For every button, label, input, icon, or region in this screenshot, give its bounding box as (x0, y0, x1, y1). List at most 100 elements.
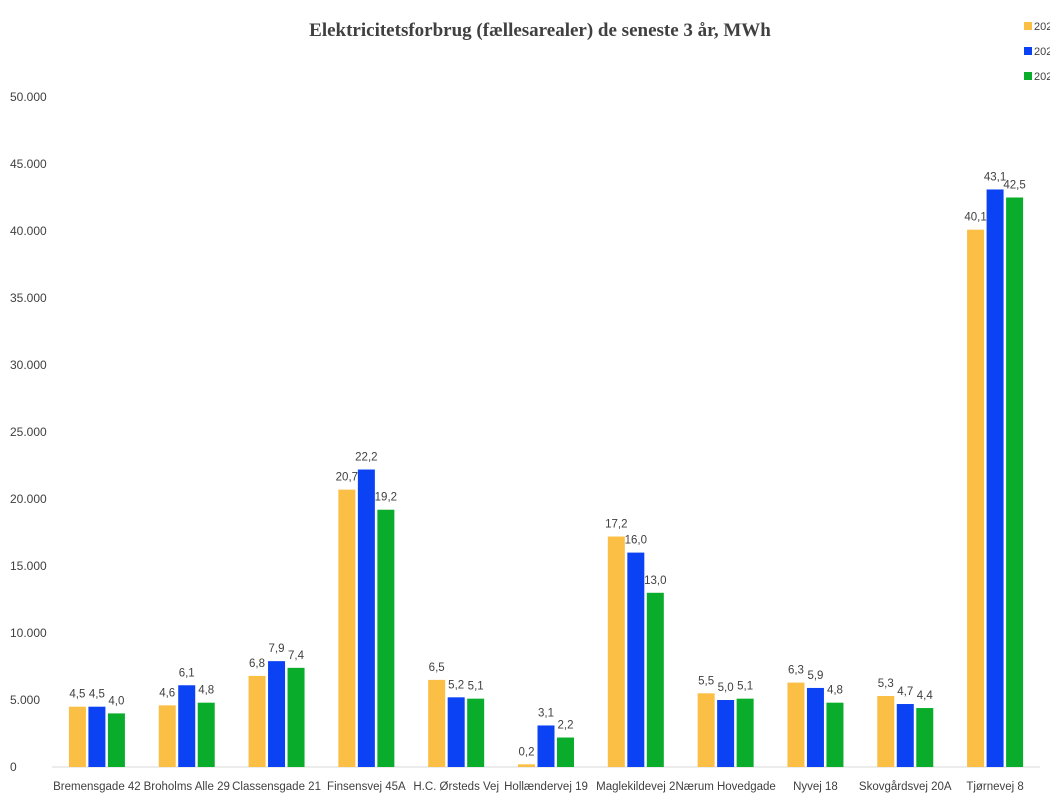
y-tick-label: 45.000 (10, 157, 47, 171)
bar (806, 687, 824, 767)
data-label: 17,2 (605, 519, 627, 531)
x-tick-label: H.C. Ørsteds Vej (413, 781, 499, 793)
data-label: 22,2 (355, 452, 377, 464)
bars (68, 189, 1024, 767)
x-axis: Bremensgade 42 Broholms Alle 29 Classensga… (53, 781, 1024, 793)
data-label: 5,0 (718, 682, 734, 694)
bar (877, 695, 895, 767)
y-tick-label: 20.000 (10, 492, 47, 506)
bar (537, 725, 555, 767)
data-label: 16,0 (625, 535, 647, 547)
legend-swatch (1024, 72, 1032, 80)
y-tick-label: 25.000 (10, 425, 47, 439)
bar (338, 489, 356, 767)
bar (518, 764, 535, 767)
data-label: 42,5 (1003, 180, 1025, 192)
x-tick-label: Bremensgade 42 (53, 781, 141, 793)
data-label: 6,1 (179, 667, 195, 679)
bar (717, 700, 735, 767)
data-label: 5,1 (737, 681, 753, 693)
y-tick-label: 0 (10, 760, 17, 774)
x-tick-label: Classensgade 21 (232, 781, 321, 793)
data-label: 5,5 (698, 675, 714, 687)
bar (967, 229, 985, 767)
x-tick-label: Nyvej 18 (793, 781, 838, 793)
data-label: 43,1 (984, 171, 1006, 183)
bar (627, 552, 645, 767)
bar (107, 713, 125, 767)
bar (787, 682, 805, 767)
y-axis: 0 5.000 10.000 15.000 20.000 25.000 30.000 35.0… (10, 90, 47, 774)
y-tick-label: 15.000 (10, 559, 47, 573)
data-label: 6,3 (788, 665, 804, 677)
data-label: 5,2 (448, 679, 464, 691)
bar (916, 708, 934, 767)
bar (287, 667, 305, 767)
bar (607, 536, 625, 767)
data-label: 20,7 (336, 472, 358, 484)
data-label: 4,8 (198, 685, 214, 697)
x-tick-label: Nærum Hovedgade (675, 781, 775, 793)
data-label: 7,4 (288, 650, 305, 662)
legend-swatch (1024, 47, 1032, 55)
legend-label: 202 (1034, 71, 1050, 83)
x-tick-label: Maglekildevej 2 (596, 781, 675, 793)
bar (68, 706, 86, 767)
x-tick-label: Finsensvej 45A (327, 781, 406, 793)
data-label: 4,7 (897, 686, 913, 698)
bar (447, 697, 465, 767)
data-label: 4,5 (89, 689, 105, 701)
bar (467, 698, 485, 767)
data-labels: 4,5 4,54,04,66,14,86,87,97,420,722,219,26… (69, 171, 1025, 758)
bar (377, 509, 395, 767)
data-label: 3,1 (538, 707, 554, 719)
data-label: 5,1 (468, 681, 484, 693)
bar (1006, 197, 1024, 767)
y-tick-label: 30.000 (10, 358, 47, 372)
bar (826, 702, 844, 767)
bar (178, 685, 196, 767)
x-tick-label: Broholms Alle 29 (144, 781, 230, 793)
data-label: 4,5 (69, 689, 85, 701)
x-tick-label: Skovgårdsvej 20A (859, 781, 952, 793)
data-label: 5,9 (807, 670, 823, 682)
data-label: 4,6 (159, 687, 175, 699)
bar (986, 189, 1004, 767)
data-label: 2,2 (558, 720, 574, 732)
y-tick-label: 10.000 (10, 626, 47, 640)
bar (158, 705, 176, 767)
legend-label: 202 (1034, 46, 1050, 58)
bar (357, 469, 375, 767)
data-label: 13,0 (644, 575, 666, 587)
y-tick-label: 40.000 (10, 224, 47, 238)
bar (896, 704, 914, 767)
chart-title: Elektricitetsforbrug (fællesarealer) de … (309, 20, 771, 41)
legend: 202 202 202 (1024, 21, 1050, 83)
bar (428, 679, 446, 767)
data-label: 6,8 (249, 658, 265, 670)
data-label: 40,1 (964, 212, 986, 224)
data-label: 4,0 (108, 695, 124, 707)
bar (197, 702, 215, 767)
bar (557, 737, 574, 767)
bar (248, 675, 266, 767)
bar (736, 698, 754, 767)
bar (646, 592, 664, 767)
data-label: 19,2 (375, 492, 397, 504)
bar (697, 693, 715, 767)
x-tick-label: Hollændervej 19 (504, 781, 588, 793)
bar (268, 661, 286, 767)
x-tick-label: Tjørnevej 8 (966, 781, 1024, 793)
data-label: 4,8 (827, 685, 843, 697)
data-label: 7,9 (269, 643, 285, 655)
y-tick-label: 5.000 (10, 693, 40, 707)
data-label: 5,3 (878, 678, 894, 690)
data-label: 4,4 (917, 690, 934, 702)
y-tick-label: 35.000 (10, 291, 47, 305)
legend-swatch (1024, 22, 1032, 30)
data-label: 0,2 (519, 746, 535, 758)
y-tick-label: 50.000 (10, 90, 47, 104)
data-label: 6,5 (429, 662, 445, 674)
bar (88, 706, 106, 767)
